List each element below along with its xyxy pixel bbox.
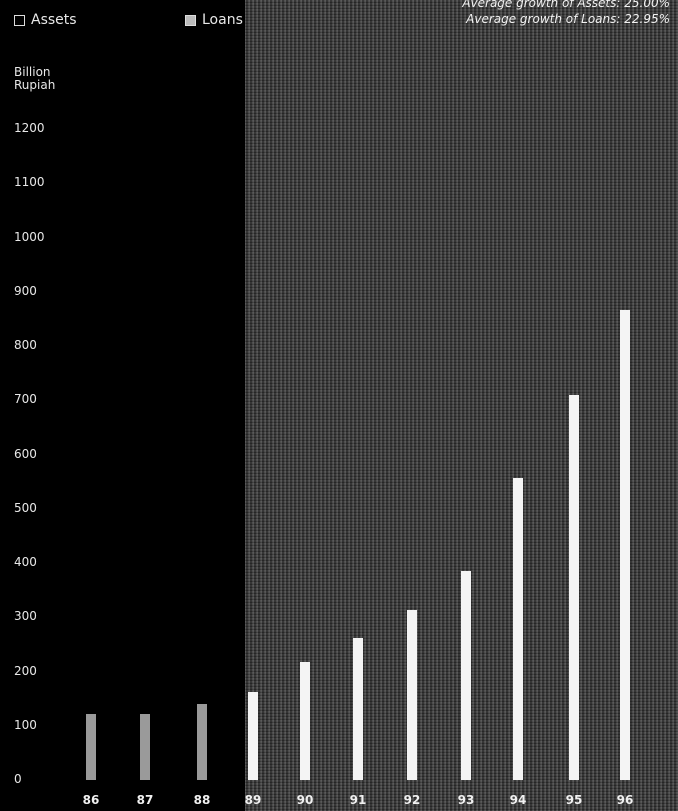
y-tick-label: 900 bbox=[14, 283, 37, 298]
y-tick-label: 300 bbox=[14, 609, 37, 624]
bar-loans-89 bbox=[248, 692, 258, 780]
y-tick-label: 600 bbox=[14, 446, 37, 461]
legend-assets-swatch bbox=[14, 14, 25, 26]
bar-loans-95 bbox=[569, 394, 579, 780]
bar-loans-86 bbox=[86, 713, 96, 780]
y-tick-label: 400 bbox=[14, 555, 37, 569]
legend-loans: Loans bbox=[185, 12, 243, 28]
bar-loans-88 bbox=[197, 704, 207, 780]
x-tick-label: 95 bbox=[565, 793, 583, 807]
x-tick-label: 87 bbox=[136, 793, 154, 807]
bar-loans-90 bbox=[300, 661, 310, 780]
y-tick-label: 1200 bbox=[14, 121, 45, 135]
bar-loans-87 bbox=[140, 713, 150, 780]
x-tick-label: 90 bbox=[296, 793, 314, 807]
y-tick-label: 1000 bbox=[14, 229, 45, 244]
legend-assets: Assets bbox=[14, 12, 77, 28]
x-tick-label: 91 bbox=[349, 793, 367, 807]
x-tick-label: 92 bbox=[403, 793, 421, 807]
x-tick-label: 88 bbox=[193, 793, 211, 807]
x-tick-label: 93 bbox=[457, 793, 475, 807]
legend-assets-label: Assets bbox=[31, 12, 77, 28]
bar-loans-93 bbox=[461, 570, 471, 780]
bar-loans-92 bbox=[407, 609, 417, 780]
growth-loans-annotation: Average growth of Loans: 22.95% bbox=[466, 12, 670, 26]
x-tick-label: 89 bbox=[244, 793, 262, 807]
y-axis-label: Billion Rupiah bbox=[14, 65, 56, 92]
y-tick-label: 700 bbox=[14, 392, 37, 407]
x-tick-label: 94 bbox=[509, 793, 527, 807]
y-tick-label: 1100 bbox=[14, 175, 45, 190]
x-tick-label: 86 bbox=[82, 793, 100, 807]
y-tick-label: 100 bbox=[14, 717, 37, 732]
bar-loans-94 bbox=[513, 477, 523, 780]
y-tick-label: 200 bbox=[14, 663, 37, 678]
background-texture bbox=[245, 0, 678, 811]
legend-loans-label: Loans bbox=[202, 12, 243, 28]
x-tick-label: 96 bbox=[616, 793, 634, 807]
y-tick-label: 500 bbox=[14, 500, 37, 515]
growth-assets-annotation: Average growth of Assets: 25.00% bbox=[462, 0, 670, 10]
bar-loans-91 bbox=[353, 637, 363, 780]
y-tick-label: 0 bbox=[14, 772, 22, 786]
legend-loans-swatch bbox=[185, 14, 196, 26]
bar-loans-96 bbox=[620, 309, 630, 780]
y-tick-label: 800 bbox=[14, 338, 37, 352]
